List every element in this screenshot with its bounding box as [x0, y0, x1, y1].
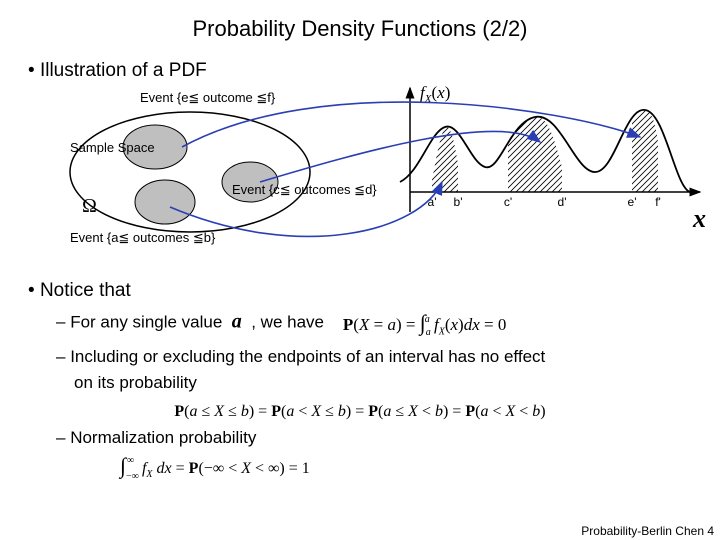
tick-e: e'	[628, 195, 637, 209]
page-title: Probability Density Functions (2/2)	[0, 0, 720, 42]
shade-ef	[632, 110, 658, 192]
eq-normalization: ∫−∞∞ fX dx = P(−∞ < X < ∞) = 1	[0, 453, 720, 482]
shade-cd	[508, 117, 562, 192]
bullet-notice: Notice that	[0, 280, 720, 302]
tick-c: c'	[504, 195, 512, 209]
shade-ab	[432, 127, 458, 192]
sub-normalization: Normalization probability	[0, 425, 720, 451]
tick-a: a'	[428, 195, 437, 209]
bullet-illustration: Illustration of a PDF	[0, 60, 720, 82]
x-axis-label: x	[692, 204, 706, 233]
tick-f: f'	[655, 195, 661, 209]
tick-d: d'	[558, 195, 567, 209]
footer-text: Probability-Berlin Chen 4	[581, 524, 714, 538]
sub-endpoints-b: on its probability	[0, 370, 720, 396]
fx-label: fX(x)	[420, 83, 450, 105]
eq-endpoints: P(a ≤ X ≤ b) = P(a < X ≤ b) = P(a ≤ X < …	[0, 403, 720, 421]
event-cd-label: Event {c≦ outcomes ≦d}	[232, 182, 377, 198]
sub-single: For any single value a , we have P(X = a…	[0, 306, 720, 340]
omega-symbol: Ω	[82, 195, 97, 217]
pdf-plot-svg: a' b' c' d' e' f' fX(x) x	[380, 82, 720, 257]
tick-b: b'	[454, 195, 463, 209]
diagram-area: Ω Event {e≦ outcome ≦f} Sample Space Eve…	[0, 82, 720, 262]
sample-space-label: Sample Space	[70, 140, 155, 155]
event-ab-label: Event {a≦ outcomes ≦b}	[70, 230, 215, 246]
event-ef-label: Event {e≦ outcome ≦f}	[140, 90, 275, 106]
sub-endpoints: Including or excluding the endpoints of …	[0, 344, 720, 370]
eq-single-value: P(X = a) = ∫aa fX(x)dx = 0	[343, 306, 506, 340]
